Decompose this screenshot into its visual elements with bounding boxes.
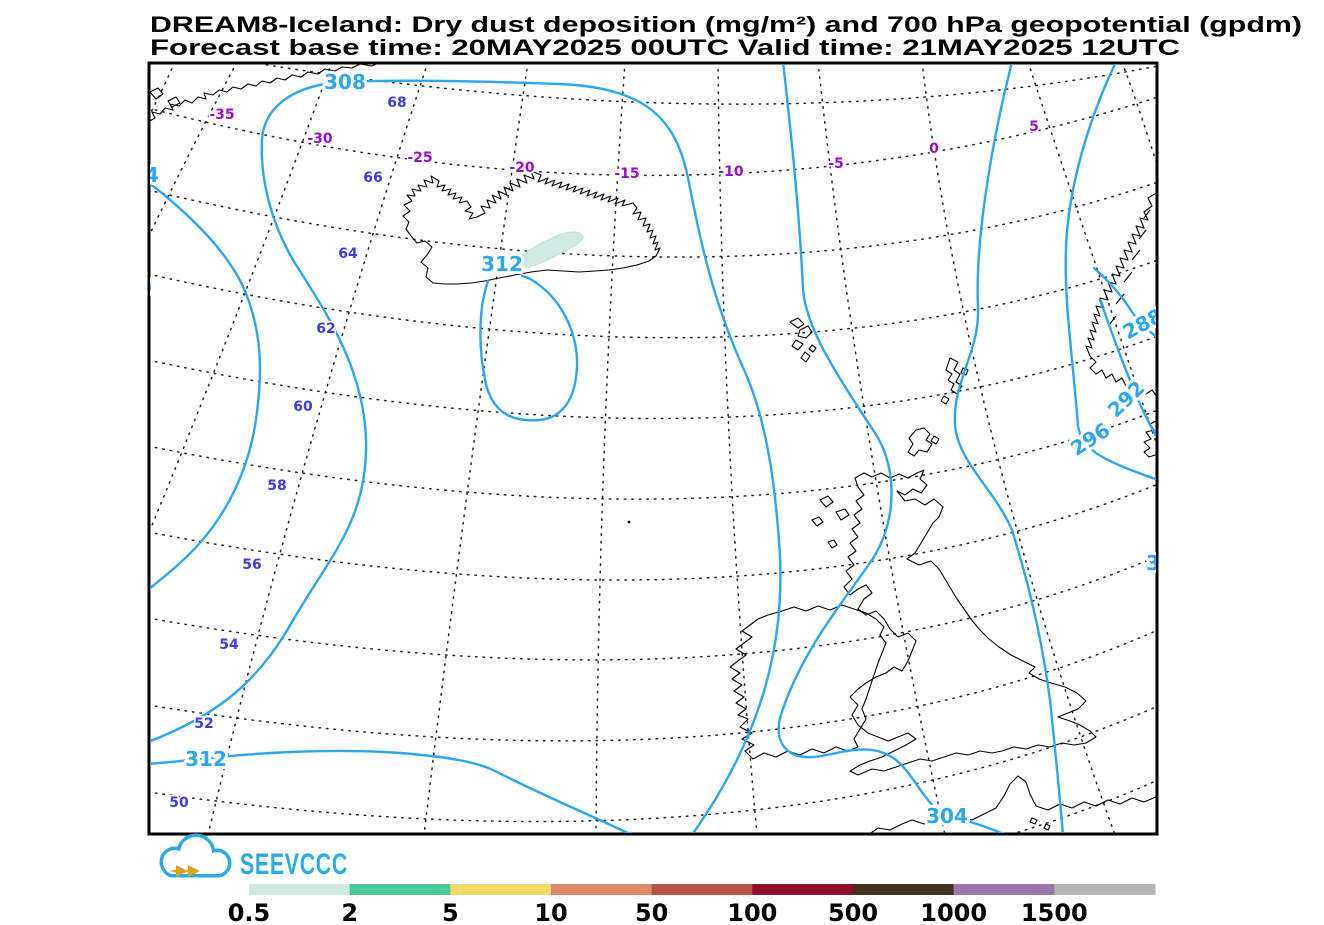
longitude-label: -25 [407, 150, 432, 166]
latitude-label: 60 [293, 399, 313, 415]
coastlines [150, 64, 1156, 833]
latitude-label: 56 [242, 557, 261, 573]
longitude-label: -30 [307, 131, 333, 147]
dust-deposition-patch [511, 231, 584, 271]
longitude-labels: -35 -30 -25 -20 -15 -10 -5 0 5 [208, 106, 1041, 184]
coastline-france [869, 775, 1156, 833]
colorbar-tick-label: 5 [442, 899, 459, 925]
contour-312-iceland-loop [479, 274, 579, 422]
colorbar-tick-label: 2 [341, 899, 358, 925]
coastline-hebrides [811, 495, 850, 549]
map-title: DREAM8-Iceland: Dry dust deposition (mg/… [150, 12, 1302, 37]
longitude-label: -20 [509, 160, 535, 176]
deposition-colorbar: 0.5 2 5 10 50 100 500 1000 1500 [228, 884, 1156, 925]
seevccc-logo: SEEVCCC [159, 833, 348, 881]
logo-arrow-icon [169, 865, 200, 877]
colorbar-segment [349, 884, 451, 895]
contour-label: 312 [481, 252, 523, 276]
coastline-iceland [402, 170, 661, 285]
cloud-icon-fill [163, 837, 228, 874]
latitude-label: 66 [363, 170, 382, 186]
coastline-norway-fjords [1108, 209, 1156, 458]
coastline-faroe-islands [789, 317, 817, 363]
coastline-great-britain [843, 469, 1097, 776]
latitude-label: 50 [169, 795, 189, 811]
latitude-label: 68 [387, 95, 406, 111]
map-subtitle: Forecast base time: 20MAY2025 00UTC Vali… [150, 35, 1180, 60]
contour-308 [150, 79, 782, 833]
graticule-parallels [150, 64, 1156, 833]
colorbar-segment [249, 884, 351, 895]
contour-label: 312 [185, 747, 227, 771]
contour-288 [1092, 266, 1156, 338]
coastline-greenland-islet [150, 87, 181, 108]
colorbar-segment [953, 884, 1055, 895]
longitude-label: 0 [929, 141, 939, 157]
coastline-norway [1085, 192, 1156, 397]
latitude-labels: 68 66 64 62 60 58 56 54 52 50 [168, 94, 408, 813]
contour-292 [1098, 298, 1156, 439]
colorbar-tick-label: 1000 [920, 899, 987, 925]
longitude-label: 5 [1029, 119, 1039, 135]
coastline-rockall-islet [627, 520, 631, 524]
graticule-meridians [150, 64, 1156, 833]
longitude-label: -5 [828, 156, 844, 172]
colorbar-tick-label: 0.5 [228, 899, 271, 925]
longitude-label: -35 [209, 107, 234, 123]
contour-304-east [777, 64, 1005, 833]
colorbar-segment [551, 884, 653, 895]
colorbar-tick-label: 50 [635, 899, 668, 925]
contour-296 [1064, 64, 1156, 481]
coastline-ireland [729, 604, 887, 760]
colorbar-tick-label: 1500 [1021, 899, 1088, 925]
contour-304-west [150, 182, 262, 590]
latitude-label: 54 [219, 637, 239, 653]
colorbar-segment [450, 884, 552, 895]
colorbar-segment [1054, 884, 1156, 895]
contour-label: 4 [145, 163, 159, 187]
coastline-orkney [907, 427, 940, 457]
contour-label: 3 [1146, 551, 1160, 575]
colorbar-tick-label: 500 [828, 899, 878, 925]
latitude-label: 58 [267, 478, 286, 494]
longitude-label: -10 [718, 164, 744, 180]
colorbar-tick-label: 100 [727, 899, 777, 925]
contour-312-bottom [150, 749, 631, 833]
map-border [147, 61, 1159, 836]
contour-label: 308 [324, 70, 366, 94]
latitude-label: 52 [194, 716, 213, 732]
colorbar-segment [853, 884, 955, 895]
colorbar-segment [651, 884, 753, 895]
latitude-label: 64 [338, 246, 358, 262]
colorbar-segment [752, 884, 854, 895]
geopotential-contours [150, 64, 1156, 833]
contour-300 [953, 64, 1065, 833]
logo-text: SEEVCCC [240, 848, 348, 881]
colorbar-tick-label: 10 [534, 899, 567, 925]
contour-label: 304 [926, 804, 968, 828]
longitude-label: -15 [614, 166, 639, 182]
latitude-label: 62 [316, 321, 335, 337]
